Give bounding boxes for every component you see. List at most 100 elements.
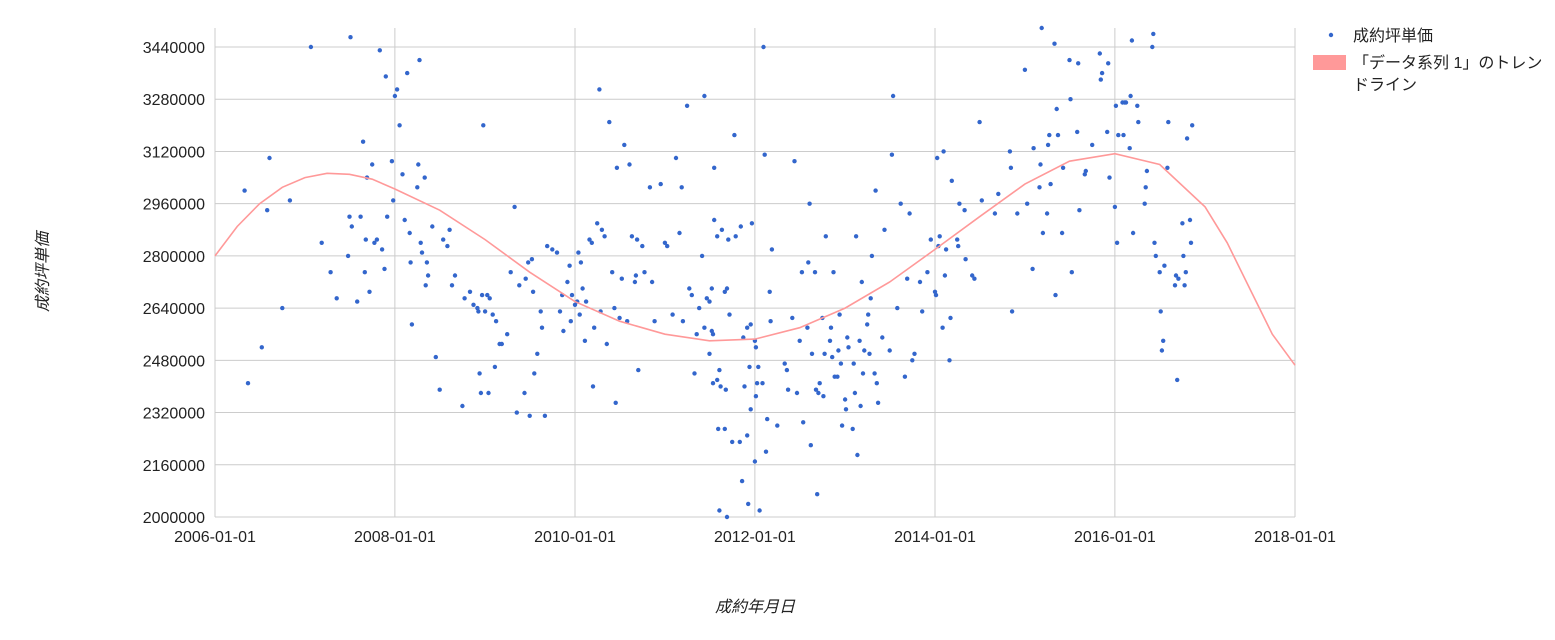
data-point xyxy=(719,227,725,232)
data-point xyxy=(979,198,984,203)
data-point xyxy=(716,426,721,432)
data-point xyxy=(905,276,910,281)
data-point xyxy=(382,266,387,272)
data-point xyxy=(710,381,716,386)
data-point xyxy=(576,250,581,255)
data-point xyxy=(742,384,747,389)
data-point xyxy=(933,292,939,298)
data-point xyxy=(977,119,982,125)
data-point xyxy=(1180,221,1185,226)
data-point xyxy=(1144,168,1150,174)
data-point xyxy=(1075,129,1080,135)
data-point xyxy=(1116,132,1121,138)
data-point xyxy=(677,230,682,236)
data-point xyxy=(582,338,588,343)
legend-swatch-icon xyxy=(1313,55,1346,70)
data-point xyxy=(597,87,602,92)
data-point xyxy=(732,132,737,138)
data-point xyxy=(478,390,484,396)
data-point xyxy=(859,279,864,285)
data-point xyxy=(797,338,802,343)
data-point xyxy=(550,247,555,252)
data-point xyxy=(1076,61,1081,66)
data-point xyxy=(632,279,638,285)
data-point xyxy=(1052,41,1057,46)
data-point xyxy=(866,312,871,317)
data-point xyxy=(769,247,775,252)
data-point xyxy=(1060,165,1066,170)
data-point xyxy=(746,501,751,507)
data-point xyxy=(349,224,354,229)
data-point xyxy=(1114,240,1120,245)
data-point xyxy=(792,159,797,164)
data-point xyxy=(1055,132,1061,138)
data-point xyxy=(947,358,952,363)
data-point xyxy=(265,208,270,213)
data-point xyxy=(712,165,717,170)
data-point xyxy=(1112,204,1118,210)
data-point xyxy=(739,478,745,484)
data-point xyxy=(607,119,612,125)
data-point xyxy=(467,289,473,294)
data-point xyxy=(1127,146,1132,151)
data-point xyxy=(949,178,954,183)
data-point xyxy=(754,381,760,386)
data-point xyxy=(1054,106,1059,112)
data-point xyxy=(835,374,840,379)
data-point xyxy=(882,227,887,232)
data-point xyxy=(567,263,572,268)
data-point xyxy=(843,407,849,412)
data-point xyxy=(1175,377,1180,383)
data-point xyxy=(1128,93,1133,99)
data-point xyxy=(355,299,360,304)
data-point xyxy=(568,319,573,324)
data-point xyxy=(522,390,527,396)
data-point xyxy=(665,243,670,249)
data-point xyxy=(430,224,435,229)
data-point xyxy=(526,260,531,265)
data-point xyxy=(1083,168,1089,174)
data-point xyxy=(1069,270,1075,275)
data-point xyxy=(362,270,367,275)
data-point xyxy=(880,335,885,340)
data-point xyxy=(684,103,690,109)
data-point xyxy=(604,341,609,347)
data-point xyxy=(577,312,582,317)
data-point xyxy=(1009,309,1015,314)
data-point xyxy=(1067,57,1072,63)
data-point xyxy=(737,439,742,445)
data-point xyxy=(697,305,702,311)
data-point xyxy=(895,305,900,311)
data-point xyxy=(1129,38,1135,43)
data-point xyxy=(857,338,862,343)
data-point xyxy=(619,276,624,281)
data-point xyxy=(790,315,795,321)
data-point xyxy=(561,328,566,334)
x-axis-title: 成約年月日 xyxy=(715,598,796,616)
data-point xyxy=(942,273,948,278)
data-point xyxy=(592,325,597,330)
data-point xyxy=(932,289,938,294)
data-point xyxy=(851,361,856,366)
data-point xyxy=(613,400,618,405)
data-point xyxy=(517,283,522,288)
data-point xyxy=(1130,230,1136,236)
data-point xyxy=(394,87,400,92)
data-point xyxy=(1097,51,1103,56)
trendline xyxy=(214,152,1296,366)
data-point xyxy=(890,93,896,99)
data-point xyxy=(1166,119,1171,125)
data-point xyxy=(479,292,485,298)
data-point xyxy=(485,292,490,298)
data-point xyxy=(722,426,727,432)
data-point xyxy=(1165,165,1170,170)
data-point xyxy=(1173,273,1179,278)
data-point xyxy=(827,338,833,343)
data-point xyxy=(846,345,851,350)
data-point xyxy=(280,305,285,311)
x-tick-label: 2018-01-01 xyxy=(1254,529,1336,546)
data-point xyxy=(1113,103,1119,109)
data-point xyxy=(996,191,1001,197)
x-tick-label: 2014-01-01 xyxy=(894,529,976,546)
